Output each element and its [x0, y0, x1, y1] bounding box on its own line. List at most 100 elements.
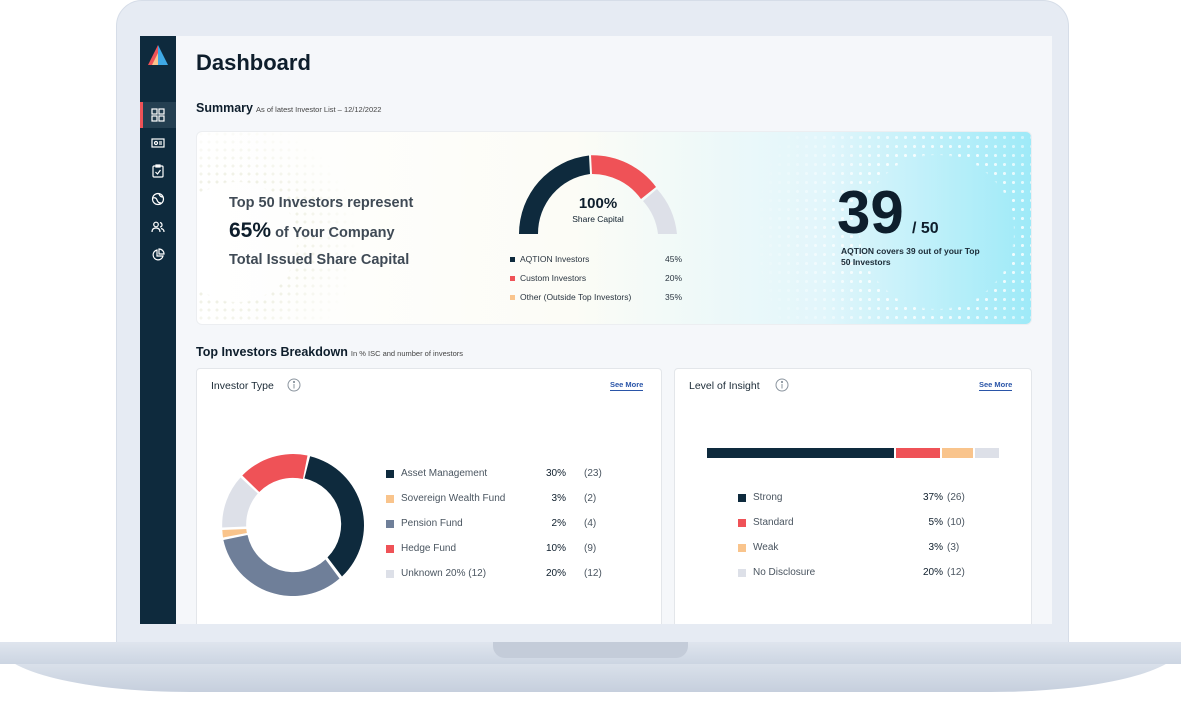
- app-screen: Dashboard Summary As of latest Investor L…: [140, 36, 1052, 624]
- row-count: (9): [584, 543, 597, 554]
- summary-subheading: As of latest Investor List – 12/12/2022: [255, 105, 382, 114]
- row-count: (23): [584, 468, 602, 479]
- row-percent: 10%: [545, 543, 566, 554]
- stack-segment-no-disclosure: [975, 448, 999, 458]
- globe-icon: [151, 192, 165, 206]
- insight-row: Weak 3% (3): [738, 542, 978, 556]
- id-card-icon: [151, 138, 165, 148]
- investor-type-row: Hedge Fund 10% (9): [386, 543, 606, 557]
- row-percent: 3%: [928, 542, 943, 553]
- legend-swatch: [738, 569, 746, 577]
- row-percent: 37%: [922, 492, 943, 503]
- summary-heading: Summary As of latest Investor List – 12/1…: [196, 101, 381, 115]
- row-count: (3): [947, 542, 960, 553]
- dashboard-grid-icon: [151, 108, 165, 122]
- stack-segment-weak: [942, 448, 974, 458]
- row-count: (12): [584, 568, 602, 579]
- row-count: (12): [947, 567, 965, 578]
- insight-stacked-bar: [707, 448, 1001, 458]
- nav-reports[interactable]: [140, 242, 176, 268]
- summary-statement: Top 50 Investors represent 65% of Your C…: [229, 190, 413, 274]
- stack-segment-standard: [895, 448, 941, 458]
- breakdown-heading: Top Investors Breakdown In % ISC and numb…: [196, 345, 463, 359]
- gauge-segment-custom: [591, 155, 656, 199]
- stack-segment-strong: [707, 448, 894, 458]
- gauge-legend-row: Custom Investors 20%: [510, 273, 682, 285]
- insight-row: Strong 37% (26): [738, 492, 978, 506]
- summary-heading-text: Summary: [196, 101, 253, 115]
- row-label: Pension Fund: [401, 518, 463, 529]
- legend-swatch: [386, 470, 394, 478]
- legend-swatch: [510, 276, 515, 281]
- investor-type-donut-chart: [222, 454, 365, 597]
- users-icon: [151, 221, 165, 233]
- legend-value: 35%: [664, 292, 682, 302]
- gauge-center-value: 100%: [578, 195, 618, 212]
- investor-type-row: Sovereign Wealth Fund 3% (2): [386, 493, 606, 507]
- legend-swatch: [386, 495, 394, 503]
- coverage-number: 39: [837, 179, 904, 246]
- donut-slice-hedge-fund: [242, 454, 308, 492]
- gauge-legend-row: AQTION Investors 45%: [510, 254, 682, 266]
- donut-slice-unknown: [222, 477, 258, 528]
- share-capital-gauge: [519, 155, 677, 234]
- sidebar: [140, 36, 176, 624]
- insight-row: Standard 5% (10): [738, 517, 978, 531]
- investor-type-row: Pension Fund 2% (4): [386, 518, 606, 532]
- summary-percent: 65%: [229, 219, 272, 242]
- row-percent: 20%: [545, 568, 566, 579]
- donut-slice-pension-fund: [223, 535, 340, 597]
- row-count: (26): [947, 492, 965, 503]
- nav-users[interactable]: [140, 214, 176, 240]
- summary-line-1: Top 50 Investors represent: [229, 195, 414, 211]
- row-label: No Disclosure: [753, 567, 816, 578]
- insight-row: No Disclosure 20% (12): [738, 567, 978, 581]
- breakdown-heading-text: Top Investors Breakdown: [196, 345, 348, 359]
- donut-slice-sovereign-wealth: [222, 529, 247, 538]
- nav-dashboard[interactable]: [140, 102, 176, 128]
- row-label: Asset Management: [401, 468, 488, 479]
- info-icon[interactable]: [775, 378, 789, 392]
- info-icon[interactable]: [287, 378, 301, 392]
- row-label: Standard: [753, 517, 794, 528]
- row-label: Sovereign Wealth Fund: [401, 493, 506, 504]
- level-of-insight-title: Level of Insight: [689, 380, 760, 392]
- row-label: Weak: [753, 542, 779, 553]
- nav-investors[interactable]: [140, 130, 176, 156]
- row-percent: 2%: [551, 518, 566, 529]
- decorative-dots-right: [757, 132, 1031, 324]
- gauge-segment-other: [643, 189, 677, 234]
- donut-slice-asset-management: [304, 456, 365, 577]
- gauge-center-label: Share Capital: [572, 214, 624, 224]
- nav-tasks[interactable]: [140, 158, 176, 184]
- legend-label: Custom Investors: [520, 273, 587, 283]
- row-label: Unknown 20% (12): [401, 568, 487, 579]
- laptop-notch: [493, 642, 688, 658]
- row-percent: 3%: [551, 493, 566, 504]
- investor-type-row: Unknown 20% (12) 20% (12): [386, 568, 606, 582]
- summary-line-2-rest: of Your Company: [275, 225, 395, 241]
- investor-type-panel: Investor Type See More Asset Management …: [196, 368, 662, 624]
- pie-chart-icon: [152, 248, 165, 261]
- row-percent: 30%: [545, 468, 566, 479]
- row-count: (2): [584, 493, 597, 504]
- legend-label: Other (Outside Top Investors): [520, 292, 632, 302]
- legend-swatch: [738, 494, 746, 502]
- investor-type-title: Investor Type: [211, 380, 274, 392]
- investor-type-row: Asset Management 30% (23): [386, 468, 606, 482]
- page-title: Dashboard: [196, 50, 311, 75]
- level-of-insight-see-more-link[interactable]: See More: [979, 380, 1013, 391]
- coverage-total: / 50: [912, 220, 939, 237]
- legend-swatch: [386, 520, 394, 528]
- investor-type-see-more-link[interactable]: See More: [610, 380, 644, 391]
- legend-swatch: [738, 519, 746, 527]
- row-count: (4): [584, 518, 597, 529]
- coverage-caption: AQTION covers 39 out of your Top 50 Inve…: [841, 246, 980, 267]
- logo-icon[interactable]: [147, 44, 169, 66]
- legend-value: 45%: [664, 254, 682, 264]
- nav-global[interactable]: [140, 186, 176, 212]
- summary-card: Top 50 Investors represent 65% of Your C…: [196, 131, 1032, 325]
- legend-label: AQTION Investors: [520, 254, 590, 264]
- gauge-legend-row: Other (Outside Top Investors) 35%: [510, 292, 682, 304]
- level-of-insight-panel: Level of Insight See More Strong 37% (26…: [674, 368, 1032, 624]
